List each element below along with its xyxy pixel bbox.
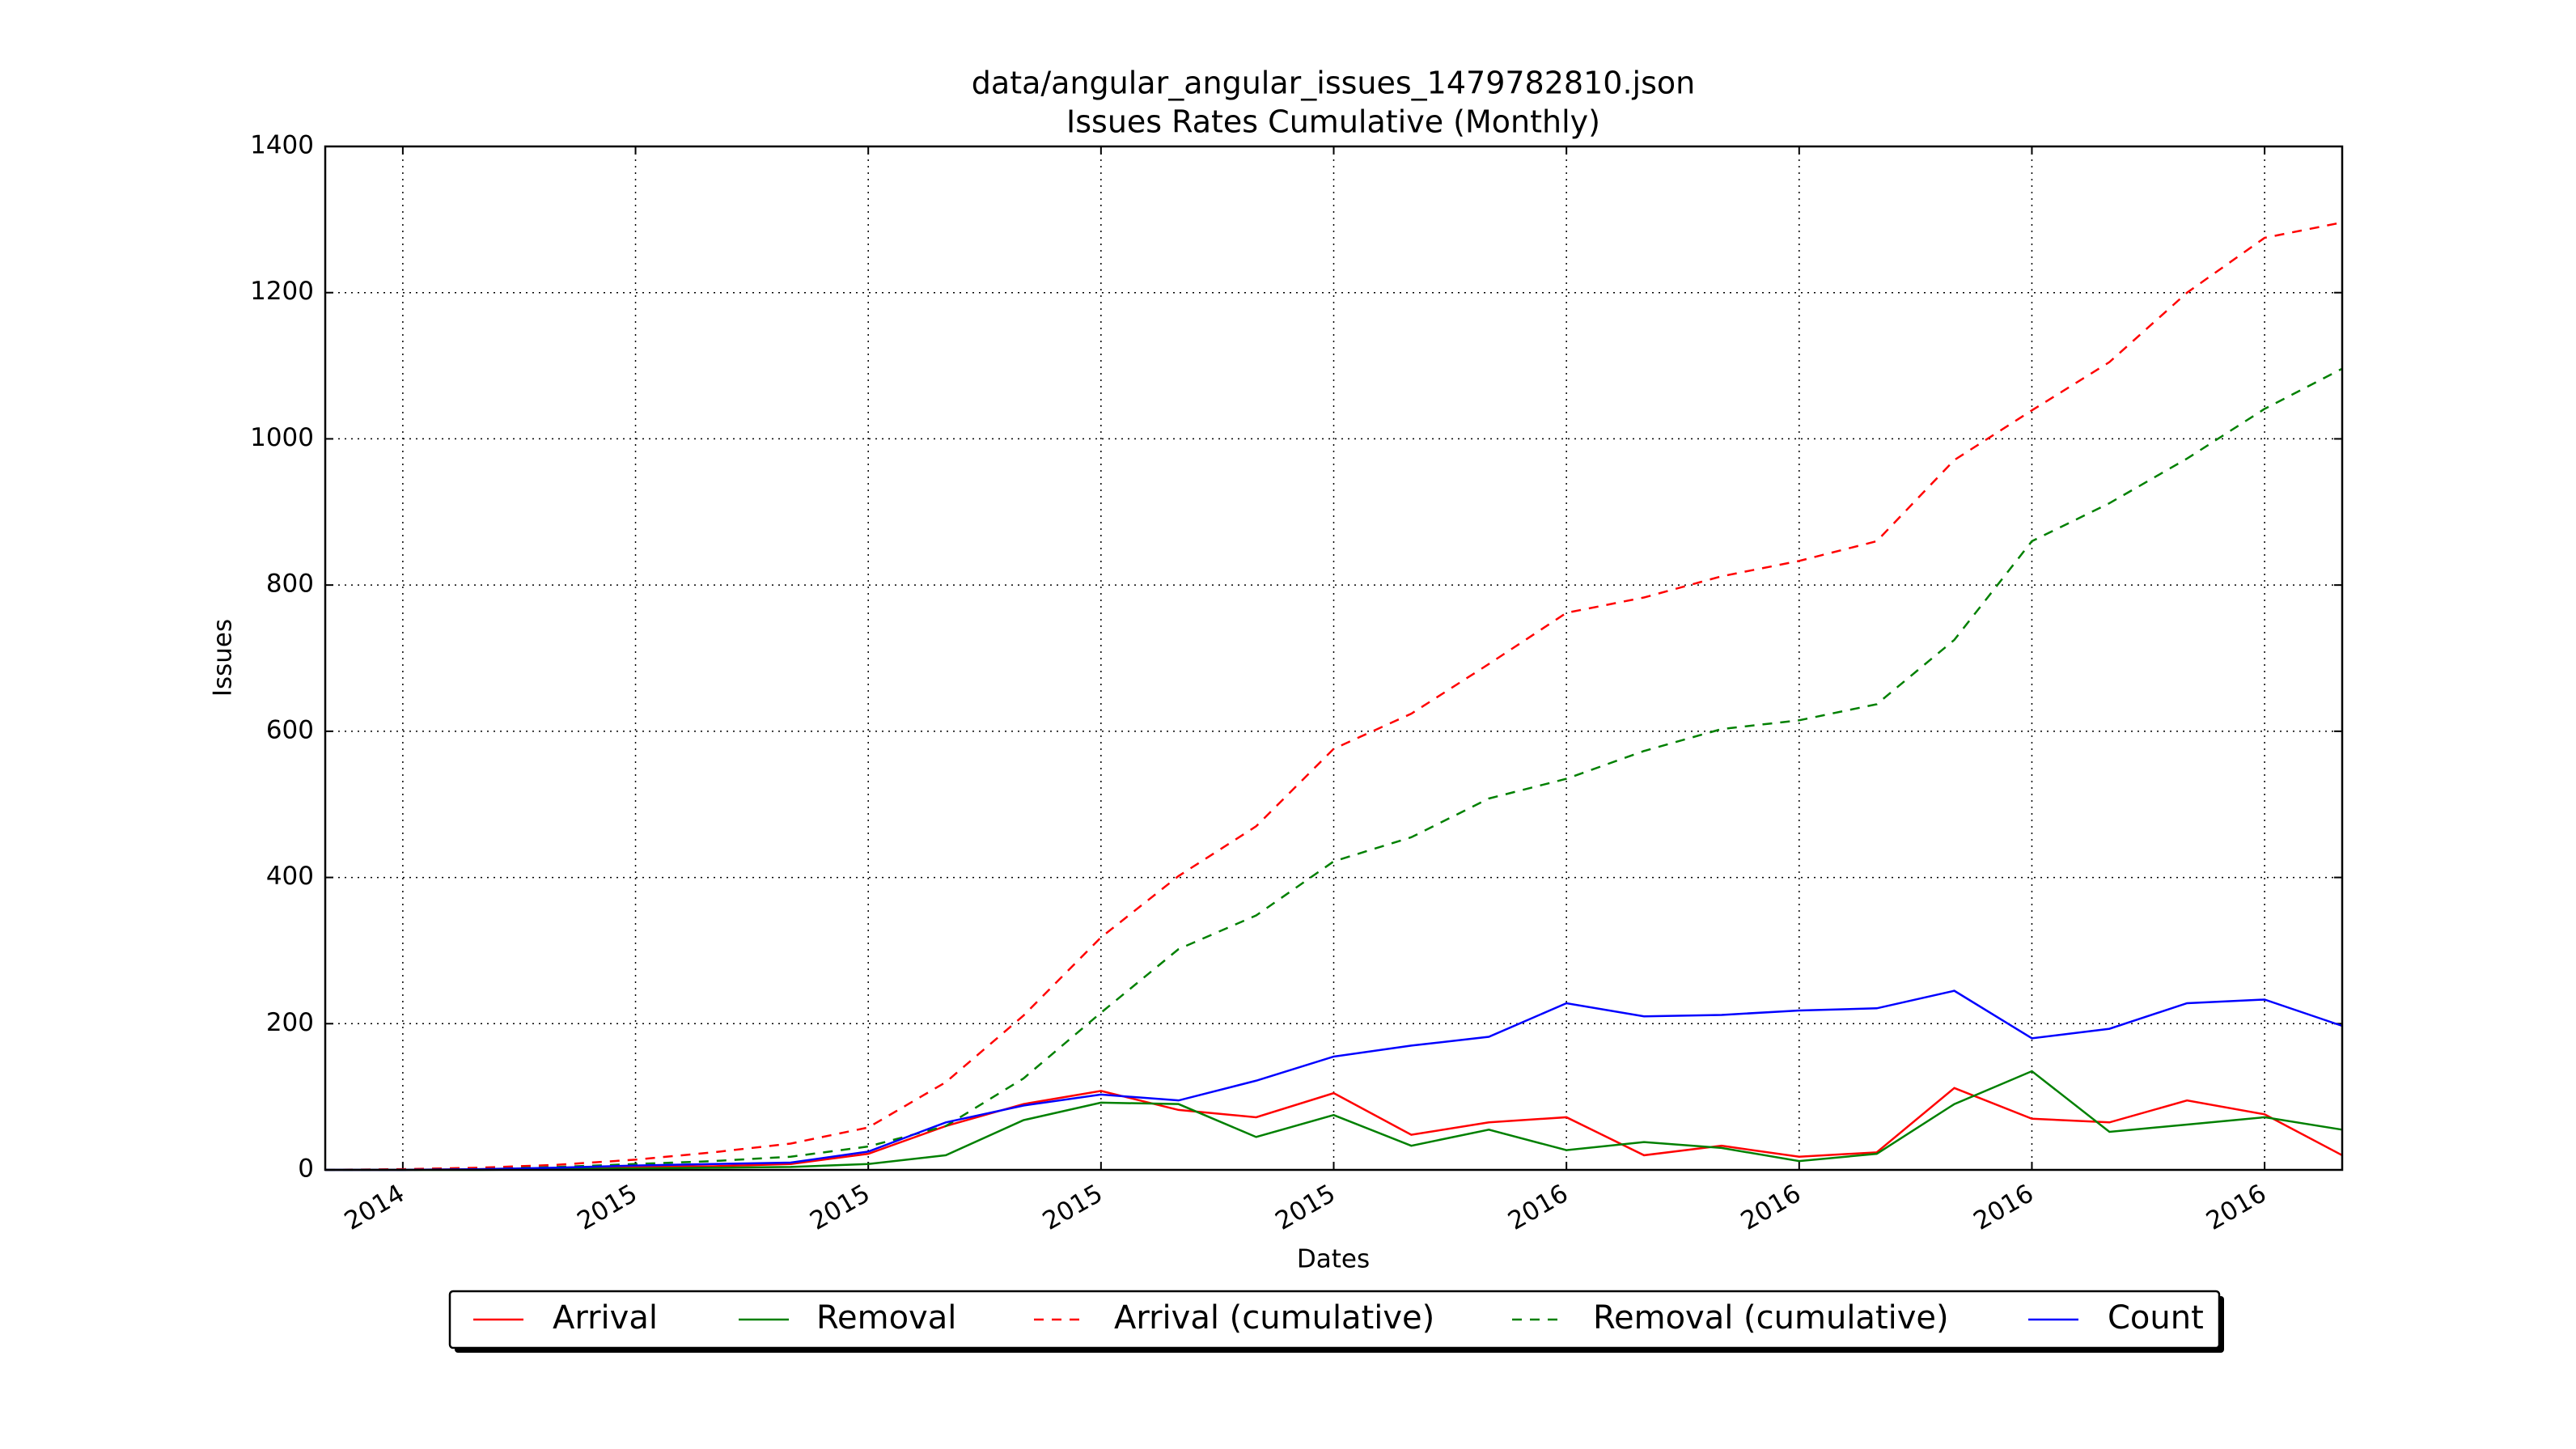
y-tick-label: 0 [298, 1155, 314, 1184]
legend-label: Arrival (cumulative) [1114, 1299, 1434, 1337]
y-tick-label: 1200 [250, 277, 314, 306]
y-tick-label: 400 [266, 862, 314, 891]
legend-label: Removal (cumulative) [1593, 1299, 1949, 1337]
y-tick-label: 1000 [250, 423, 314, 452]
series-line [325, 1087, 2343, 1171]
legend [448, 1290, 2221, 1349]
y-tick-label: 1400 [250, 131, 314, 160]
legend-label: Removal [816, 1299, 956, 1337]
x-axis-label: Dates [1297, 1245, 1370, 1274]
chart-subtitle: Issues Rates Cumulative (Monthly) [1066, 104, 1600, 140]
series-line [325, 1070, 2343, 1171]
legend-label: Arrival [553, 1299, 658, 1337]
series-line [324, 221, 2343, 1171]
y-axis-label: Issues [209, 619, 238, 697]
series-line [325, 989, 2343, 1171]
chart-title: data/angular_angular_issues_1479782810.j… [972, 66, 1695, 101]
legend-label: Count [2108, 1299, 2204, 1337]
y-tick-label: 800 [266, 570, 314, 599]
y-tick-label: 200 [266, 1008, 314, 1037]
plot-frame [324, 145, 2344, 1171]
y-tick-label: 600 [266, 715, 314, 744]
